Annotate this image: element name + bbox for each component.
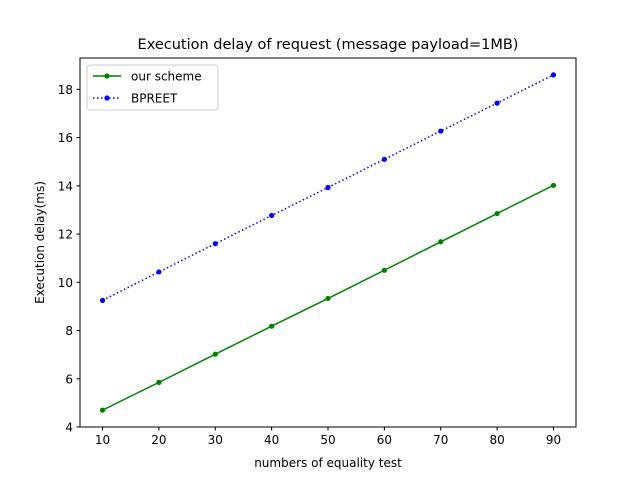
series-1-point bbox=[381, 267, 387, 273]
series-2-point bbox=[438, 128, 444, 134]
legend-marker-1 bbox=[104, 73, 110, 79]
x-tick-label: 20 bbox=[151, 433, 166, 447]
series-2-point bbox=[269, 212, 275, 219]
series-1-point bbox=[494, 210, 500, 217]
series-1-point bbox=[438, 239, 444, 245]
series-2-point bbox=[325, 184, 331, 191]
legend-marker-2 bbox=[104, 95, 110, 101]
series-1-point bbox=[212, 351, 218, 357]
x-tick-label: 10 bbox=[95, 433, 110, 447]
y-tick-label: 14 bbox=[58, 179, 73, 193]
series-2-point bbox=[99, 297, 106, 303]
series-1-point bbox=[156, 379, 162, 385]
x-tick-label: 70 bbox=[433, 433, 448, 447]
series-2-point bbox=[156, 269, 162, 275]
y-tick-label: 6 bbox=[65, 372, 73, 386]
axis-ticks: 10 20 30 40 50 60 70 80 90 4 6 8 10 12 14 16 18 bbox=[58, 83, 561, 447]
y-tick-label: 16 bbox=[58, 131, 73, 145]
legend: our scheme BPREET bbox=[86, 64, 219, 111]
series-2-point bbox=[550, 72, 557, 78]
y-tick-label: 12 bbox=[58, 228, 73, 242]
y-tick-label: 18 bbox=[58, 83, 73, 97]
x-tick-label: 80 bbox=[489, 433, 504, 447]
series-1-point bbox=[99, 407, 106, 413]
x-tick-label: 30 bbox=[208, 433, 223, 447]
y-tick-label: 10 bbox=[58, 276, 73, 290]
legend-label-2: BPREET bbox=[131, 92, 178, 106]
series-2-point bbox=[494, 100, 500, 106]
x-tick-label: 40 bbox=[264, 433, 279, 447]
x-tick-label: 60 bbox=[377, 433, 392, 447]
legend-label-1: our scheme bbox=[131, 70, 202, 84]
x-tick-label: 90 bbox=[546, 433, 561, 447]
series-1-point bbox=[325, 295, 331, 302]
series-1-point bbox=[269, 323, 275, 329]
y-tick-label: 8 bbox=[65, 324, 73, 338]
chart-title: Execution delay of request (message payl… bbox=[138, 37, 519, 53]
x-tick-label: 50 bbox=[320, 433, 335, 447]
plot-area bbox=[99, 72, 557, 413]
series-2-point bbox=[381, 156, 387, 162]
y-axis-label: Execution delay(ms) bbox=[33, 181, 47, 304]
series-2-point bbox=[212, 241, 218, 247]
y-tick-label: 4 bbox=[65, 421, 73, 435]
series-1-point bbox=[550, 182, 557, 188]
x-axis-label: numbers of equality test bbox=[254, 456, 402, 470]
